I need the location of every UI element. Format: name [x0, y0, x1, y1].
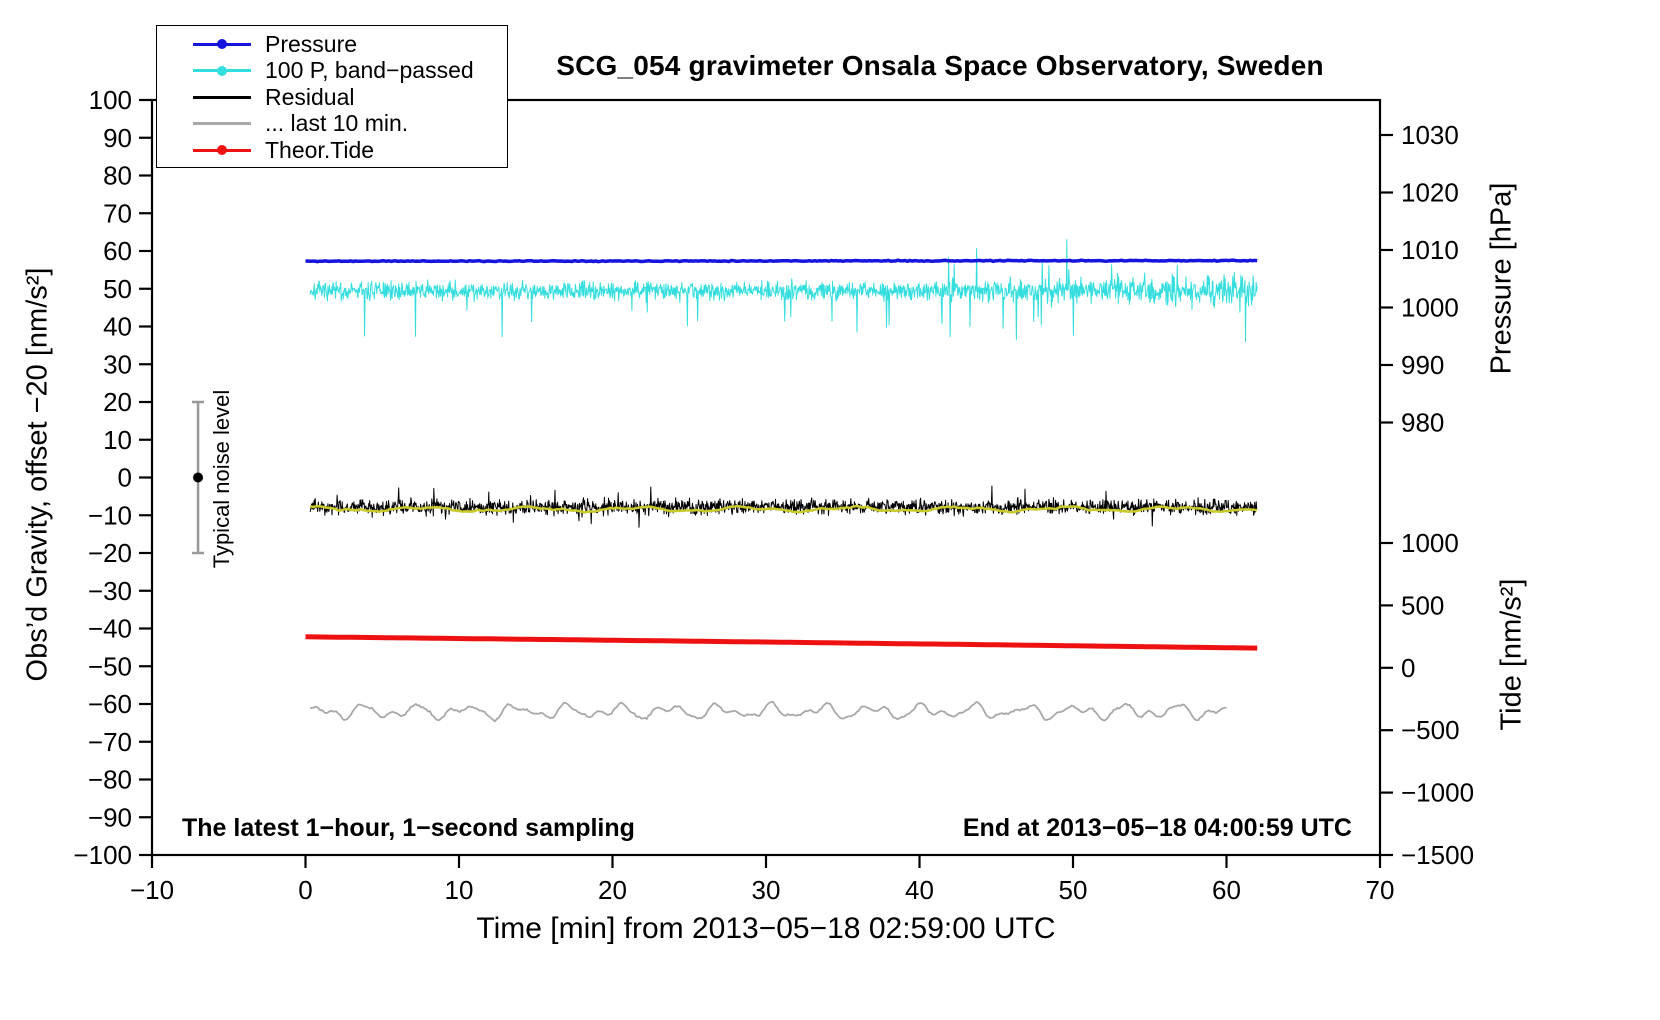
y-left-tick-label: 0	[118, 463, 132, 493]
legend-marker	[193, 92, 251, 102]
x-axis-label: Time [min] from 2013−05−18 02:59:00 UTC	[476, 912, 1056, 945]
y-left-tick-label: −90	[88, 802, 132, 832]
tide-tick-label: −1500	[1401, 840, 1474, 870]
y-left-tick-label: −70	[88, 727, 132, 757]
sampling-annotation: The latest 1−hour, 1−second sampling	[182, 814, 635, 842]
pressure-tick-label: 1020	[1401, 178, 1459, 208]
y-left-tick-label: 10	[103, 425, 132, 455]
plot-frame	[150, 98, 1382, 857]
tide-tick-label: 0	[1401, 653, 1415, 683]
legend-label: 100 P, band−passed	[265, 57, 474, 84]
tide-tick-label: 1000	[1401, 528, 1459, 558]
y-axis-label-pressure: Pressure [hPa]	[1485, 182, 1518, 375]
y-left-tick-label: 20	[103, 387, 132, 417]
y-left-tick-label: −80	[88, 765, 132, 795]
chart-title: SCG_054 gravimeter Onsala Space Observat…	[556, 50, 1324, 81]
legend-item-last10min: ... last 10 min.	[157, 110, 507, 138]
legend-dot-icon	[217, 65, 227, 76]
series-theortide-line	[305, 634, 1258, 651]
x-tick-label: −10	[130, 875, 174, 905]
tide-tick-label: −1000	[1401, 778, 1474, 808]
legend-line-icon	[193, 122, 251, 126]
legend-marker	[193, 145, 251, 156]
y-left-tick-label: 90	[103, 123, 132, 153]
legend-label: Theor.Tide	[265, 136, 375, 163]
pressure-tick-label: 1030	[1401, 120, 1459, 150]
y-left-tick-label: 30	[103, 349, 132, 379]
x-tick-label: 60	[1212, 875, 1241, 905]
y-axis-label-tide: Tide [nm/s²]	[1495, 578, 1528, 731]
series-residual-line	[309, 485, 1258, 528]
series-bandpassed-line	[309, 239, 1258, 343]
y-left-tick-label: −100	[73, 840, 132, 870]
y-left-tick-label: 40	[103, 312, 132, 342]
legend-item-residual: Residual	[157, 84, 507, 111]
y-left-tick-label: 100	[89, 85, 132, 115]
series-last10min-line	[309, 700, 1227, 723]
legend-label: ... last 10 min.	[265, 110, 409, 137]
x-tick-label: 70	[1366, 875, 1395, 905]
y-left-tick-label: 70	[103, 198, 132, 228]
y-left-tick-label: −50	[88, 651, 132, 681]
legend-item-bandpassed: 100 P, band−passed	[157, 57, 507, 85]
y-left-tick-label: −10	[88, 500, 132, 530]
tide-tick-label: −500	[1401, 715, 1460, 745]
series-residual-smoothed-line	[309, 504, 1258, 514]
pressure-tick-label: 1000	[1401, 293, 1459, 323]
legend-item-pressure: Pressure	[157, 31, 507, 58]
y-left-tick-label: −20	[88, 538, 132, 568]
x-tick-label: 50	[1059, 875, 1088, 905]
y-left-tick-label: −30	[88, 576, 132, 606]
legend-dot-icon	[217, 39, 227, 50]
x-tick-label: 30	[752, 875, 781, 905]
y-left-tick-label: −60	[88, 689, 132, 719]
pressure-tick-label: 980	[1401, 408, 1444, 438]
legend-item-theortide: Theor.Tide	[157, 137, 507, 164]
legend-label: Residual	[265, 83, 355, 110]
x-tick-label: 10	[445, 875, 474, 905]
legend-label: Pressure	[265, 30, 358, 57]
legend-marker	[193, 119, 251, 129]
legend: Pressure 100 P, band−passed Residual ...…	[156, 25, 508, 168]
end-time-annotation: End at 2013−05−18 04:00:59 UTC	[962, 814, 1352, 842]
legend-marker	[193, 65, 251, 76]
y-axis-label-gravity: Obs’d Gravity, offset −20 [nm/s²]	[21, 267, 54, 682]
legend-dot-icon	[217, 145, 227, 156]
pressure-tick-label: 990	[1401, 350, 1444, 380]
legend-marker	[193, 39, 251, 50]
x-tick-label: 40	[905, 875, 934, 905]
x-tick-label: 0	[298, 875, 312, 905]
legend-line-icon	[193, 95, 251, 99]
tide-tick-label: 500	[1401, 590, 1444, 620]
y-left-tick-label: −40	[88, 614, 132, 644]
series-pressure-line	[305, 258, 1258, 264]
y-left-tick-label: 50	[103, 274, 132, 304]
y-left-tick-label: 60	[103, 236, 132, 266]
pressure-tick-label: 1010	[1401, 235, 1459, 265]
x-tick-label: 20	[598, 875, 627, 905]
noise-level-dot	[193, 472, 204, 483]
noise-level-label: Typical noise level	[209, 389, 234, 569]
y-left-tick-label: 80	[103, 161, 132, 191]
